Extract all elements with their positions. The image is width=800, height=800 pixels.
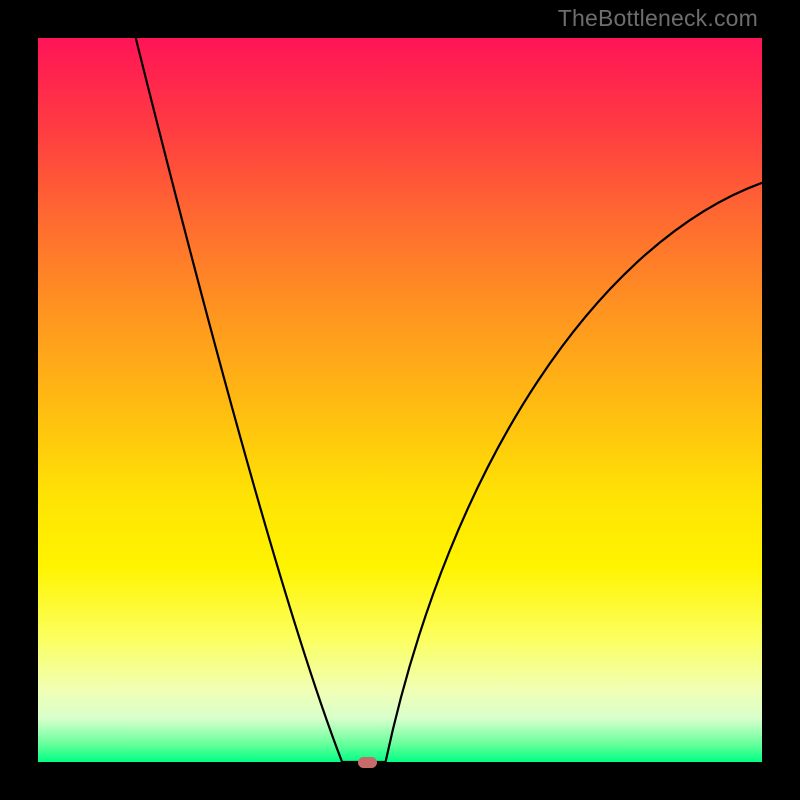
plot-area bbox=[38, 38, 762, 762]
optimal-point-marker bbox=[358, 757, 377, 768]
chart-root: TheBottleneck.com bbox=[0, 0, 800, 800]
bottleneck-curve bbox=[38, 38, 762, 762]
curve-path bbox=[136, 38, 762, 762]
watermark-text: TheBottleneck.com bbox=[558, 5, 758, 32]
